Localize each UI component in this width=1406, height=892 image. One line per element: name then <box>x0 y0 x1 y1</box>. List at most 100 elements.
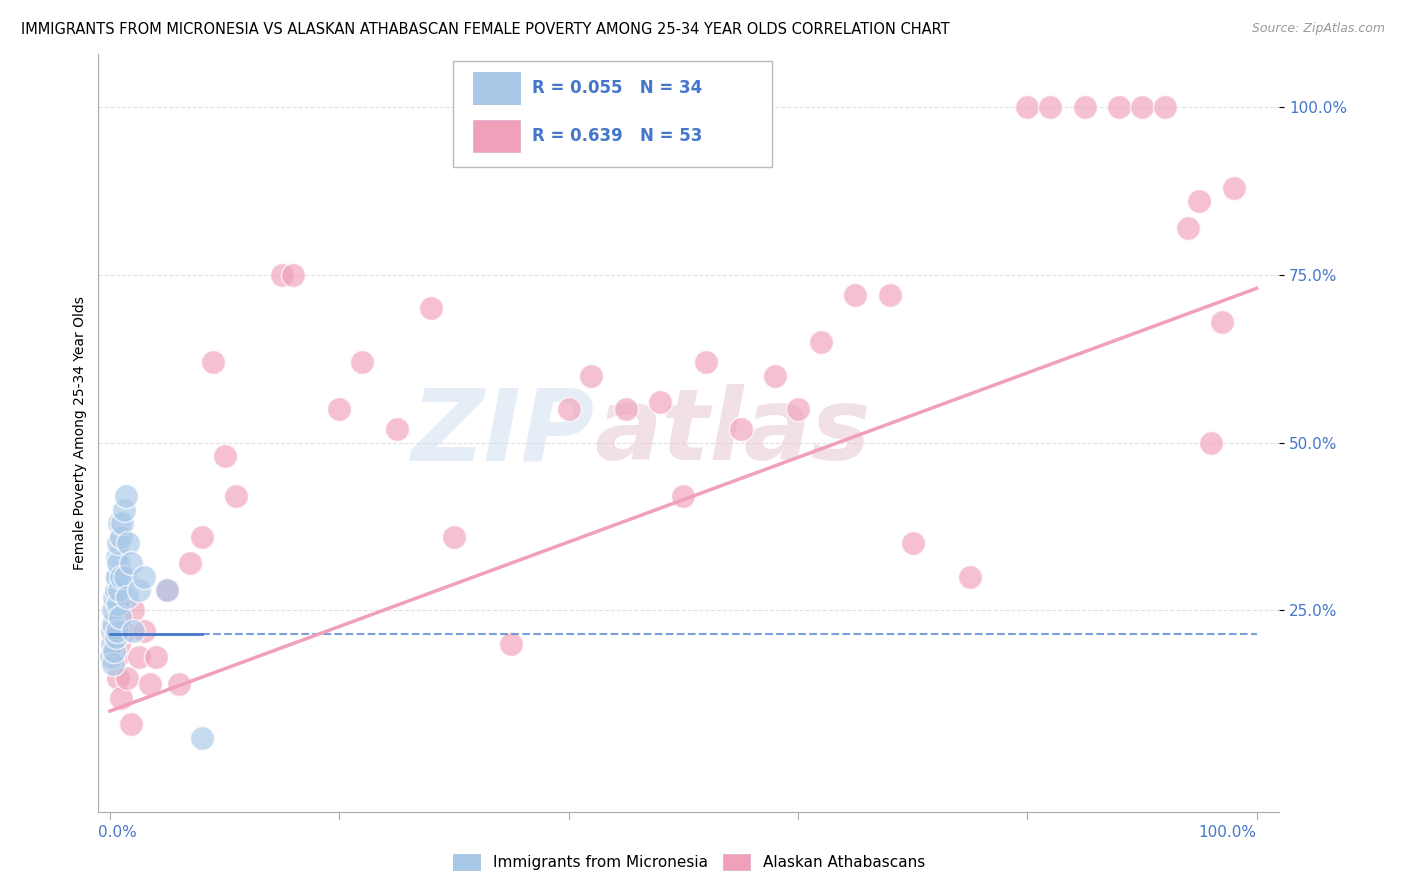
Point <box>352 355 374 369</box>
Point <box>557 402 579 417</box>
Point <box>103 603 125 617</box>
Point <box>1211 315 1233 329</box>
Point <box>111 516 134 531</box>
Point <box>270 268 292 282</box>
Point <box>121 624 143 638</box>
Point <box>103 616 125 631</box>
Point <box>107 671 129 685</box>
Point <box>110 530 132 544</box>
Point <box>614 402 637 417</box>
Point <box>672 489 695 503</box>
Text: IMMIGRANTS FROM MICRONESIA VS ALASKAN ATHABASCAN FEMALE POVERTY AMONG 25-34 YEAR: IMMIGRANTS FROM MICRONESIA VS ALASKAN AT… <box>21 22 949 37</box>
Point <box>107 597 129 611</box>
Point <box>128 583 150 598</box>
Point <box>901 536 924 550</box>
Point <box>101 624 124 638</box>
Point <box>100 650 122 665</box>
Point <box>104 570 127 584</box>
Point <box>120 557 142 571</box>
Point <box>581 368 603 383</box>
Legend: Immigrants from Micronesia, Alaskan Athabascans: Immigrants from Micronesia, Alaskan Atha… <box>447 848 931 876</box>
Point <box>156 583 179 598</box>
Point <box>959 570 981 584</box>
Point <box>225 489 247 503</box>
Point <box>190 530 212 544</box>
Point <box>108 637 131 651</box>
Point <box>1073 100 1095 114</box>
Point <box>650 395 672 409</box>
Point <box>501 637 523 651</box>
Point <box>730 422 752 436</box>
Point <box>115 671 138 685</box>
Y-axis label: Female Poverty Among 25-34 Year Olds: Female Poverty Among 25-34 Year Olds <box>73 295 87 570</box>
Point <box>108 583 131 598</box>
Point <box>1108 100 1130 114</box>
Point <box>110 690 132 705</box>
Point <box>112 624 135 638</box>
Point <box>283 268 305 282</box>
Point <box>101 637 124 651</box>
Point <box>134 570 156 584</box>
Point <box>1199 435 1222 450</box>
Point <box>1039 100 1062 114</box>
Text: Source: ZipAtlas.com: Source: ZipAtlas.com <box>1251 22 1385 36</box>
Point <box>105 549 128 564</box>
Text: atlas: atlas <box>595 384 870 481</box>
Point <box>786 402 808 417</box>
Point <box>1130 100 1153 114</box>
Point <box>104 630 127 644</box>
Point <box>156 583 179 598</box>
Point <box>420 301 443 316</box>
Text: ZIP: ZIP <box>412 384 595 481</box>
Point <box>443 530 465 544</box>
Point <box>120 717 142 731</box>
Point <box>134 624 156 638</box>
Point <box>167 677 190 691</box>
Point <box>115 489 138 503</box>
Point <box>128 650 150 665</box>
Point <box>114 570 136 584</box>
Text: 0.0%: 0.0% <box>98 825 138 840</box>
Point <box>328 402 350 417</box>
Text: 100.0%: 100.0% <box>1198 825 1257 840</box>
Point <box>108 610 131 624</box>
Point <box>695 355 717 369</box>
Text: R = 0.055   N = 34: R = 0.055 N = 34 <box>531 78 702 96</box>
Point <box>202 355 225 369</box>
Point <box>103 643 125 657</box>
Bar <box>472 72 520 104</box>
Point <box>103 657 125 672</box>
Point <box>104 624 127 638</box>
Point <box>214 449 236 463</box>
Point <box>115 590 138 604</box>
Point <box>112 503 135 517</box>
Point <box>121 603 143 617</box>
Point <box>1153 100 1175 114</box>
Point <box>810 334 832 349</box>
Point <box>179 557 201 571</box>
Point <box>385 422 408 436</box>
Point <box>1017 100 1039 114</box>
Point <box>145 650 167 665</box>
Text: R = 0.639   N = 53: R = 0.639 N = 53 <box>531 128 702 145</box>
Point <box>105 570 128 584</box>
FancyBboxPatch shape <box>453 62 772 168</box>
Point <box>1188 194 1211 208</box>
Point <box>1177 221 1199 235</box>
Point <box>879 288 901 302</box>
Point <box>117 536 139 550</box>
Point <box>107 536 129 550</box>
Point <box>104 583 127 598</box>
Point <box>763 368 786 383</box>
Point <box>107 557 129 571</box>
Point <box>105 624 128 638</box>
Point <box>1222 180 1244 194</box>
Bar <box>472 120 520 153</box>
Point <box>108 516 131 531</box>
Point <box>110 570 132 584</box>
Point <box>105 650 128 665</box>
Point <box>139 677 162 691</box>
Point <box>103 590 125 604</box>
Point <box>190 731 212 745</box>
Point <box>844 288 866 302</box>
